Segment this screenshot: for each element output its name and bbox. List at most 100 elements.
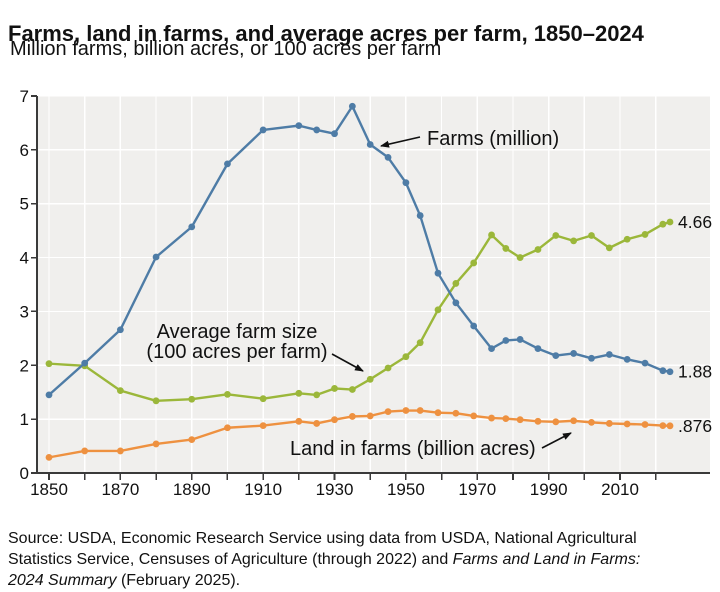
data-point xyxy=(313,126,321,134)
data-point xyxy=(295,389,303,397)
series-group xyxy=(45,102,674,461)
data-point xyxy=(641,359,649,367)
data-point xyxy=(416,212,424,219)
x-axis-tick-label: 1870 xyxy=(101,480,139,499)
series-end-label: 1.88 xyxy=(678,362,712,382)
data-point xyxy=(666,422,674,430)
data-point xyxy=(452,299,460,307)
data-point xyxy=(552,418,560,426)
data-point xyxy=(452,280,460,287)
chart-subtitle: Million farms, billion acres, or 100 acr… xyxy=(10,38,442,60)
data-point xyxy=(416,407,424,414)
data-point xyxy=(666,218,674,226)
data-point xyxy=(81,359,89,367)
data-point xyxy=(45,391,53,399)
data-point xyxy=(623,355,631,363)
data-point xyxy=(45,360,53,368)
data-point xyxy=(259,126,267,134)
data-point xyxy=(259,422,267,430)
data-point xyxy=(384,364,392,372)
y-axis-tick-label: 0 xyxy=(20,464,29,483)
y-axis-tick-label: 1 xyxy=(20,410,29,429)
data-point xyxy=(384,408,392,416)
data-point xyxy=(488,231,495,239)
data-point xyxy=(534,246,542,253)
data-point xyxy=(313,391,321,399)
data-point xyxy=(516,254,524,261)
axis-lines xyxy=(36,96,710,474)
source-citation-italic: Farms and Land in Farms: xyxy=(452,551,641,568)
data-point xyxy=(488,345,495,352)
plot-background xyxy=(37,96,710,473)
data-point xyxy=(188,395,196,403)
y-axis-tick-label: 4 xyxy=(20,249,29,268)
data-point xyxy=(570,350,578,357)
data-point xyxy=(348,386,356,393)
data-point xyxy=(434,409,442,417)
data-point xyxy=(116,326,124,334)
x-axis-tick-label: 2010 xyxy=(601,480,639,499)
y-axis-tick-label: 5 xyxy=(20,195,29,214)
land-annotation-arrow xyxy=(541,432,572,449)
data-point xyxy=(516,416,524,424)
data-point xyxy=(366,375,374,383)
data-point xyxy=(570,417,578,425)
data-point xyxy=(659,422,667,430)
data-point xyxy=(116,387,124,394)
end-labels: 1.88 .876 4.66 xyxy=(678,212,712,436)
data-point xyxy=(434,269,442,277)
land-annotation-label: Land in farms (billion acres) xyxy=(290,438,536,460)
x-axis-tick-label: 1990 xyxy=(530,480,568,499)
data-point xyxy=(348,413,356,420)
avg-size-annotation-line1: Average farm size xyxy=(157,321,318,343)
source-text: Source: USDA, Economic Research Service … xyxy=(8,530,637,547)
x-axis-labels: 1850 1870 1890 1910 1930 1950 1970 1990 2010 xyxy=(30,480,639,499)
x-axis-tick-label: 1970 xyxy=(458,480,496,499)
data-point xyxy=(641,231,649,238)
data-point xyxy=(348,102,356,110)
source-citation-italic: 2024 Summary xyxy=(8,572,117,589)
data-point xyxy=(224,424,231,432)
x-axis-tick-label: 1890 xyxy=(173,480,211,499)
data-point xyxy=(470,259,478,267)
data-point xyxy=(516,336,524,343)
chart-title: Farms, land in farms, and average acres … xyxy=(8,20,644,46)
data-point xyxy=(224,390,231,398)
data-point xyxy=(116,447,124,455)
data-point xyxy=(623,420,631,428)
data-point xyxy=(605,420,613,427)
data-point xyxy=(641,421,649,428)
data-point xyxy=(295,122,303,130)
data-point xyxy=(452,409,460,417)
source-note: Source: USDA, Economic Research Service … xyxy=(8,528,716,591)
data-point xyxy=(81,447,89,455)
avg-size-annotation-line2: (100 acres per farm) xyxy=(146,341,327,363)
y-axis-tick-label: 7 xyxy=(20,88,29,106)
data-point xyxy=(470,412,478,420)
x-axis-tick-label: 1930 xyxy=(316,480,354,499)
avg-size-annotation-arrow xyxy=(331,353,364,372)
source-text: Statistics Service, Censuses of Agricult… xyxy=(8,551,453,568)
data-point xyxy=(470,322,478,330)
y-axis-tick-label: 2 xyxy=(20,356,29,375)
data-point xyxy=(623,235,631,243)
data-point xyxy=(366,141,374,148)
data-point xyxy=(502,415,510,423)
data-point xyxy=(295,417,303,425)
data-point xyxy=(488,414,495,422)
data-point xyxy=(366,412,374,420)
data-point xyxy=(188,223,196,231)
data-point xyxy=(313,420,321,427)
data-point xyxy=(45,453,53,461)
chart-svg: 0 1 2 3 4 5 6 7 1850 1870 1890 1910 1930 1950 1970 199… xyxy=(20,88,713,499)
data-point xyxy=(224,160,231,168)
data-point xyxy=(402,179,410,187)
data-point xyxy=(552,352,560,359)
data-point xyxy=(588,354,595,362)
y-axis-tick-label: 3 xyxy=(20,302,29,321)
series-line xyxy=(47,220,672,403)
data-point xyxy=(434,306,442,314)
data-point xyxy=(384,153,392,161)
data-point xyxy=(659,367,667,375)
data-point xyxy=(331,416,338,424)
